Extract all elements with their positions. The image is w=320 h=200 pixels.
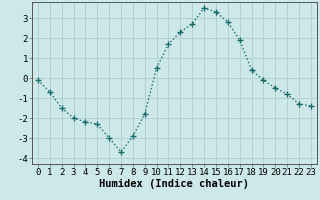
X-axis label: Humidex (Indice chaleur): Humidex (Indice chaleur) (100, 179, 249, 189)
